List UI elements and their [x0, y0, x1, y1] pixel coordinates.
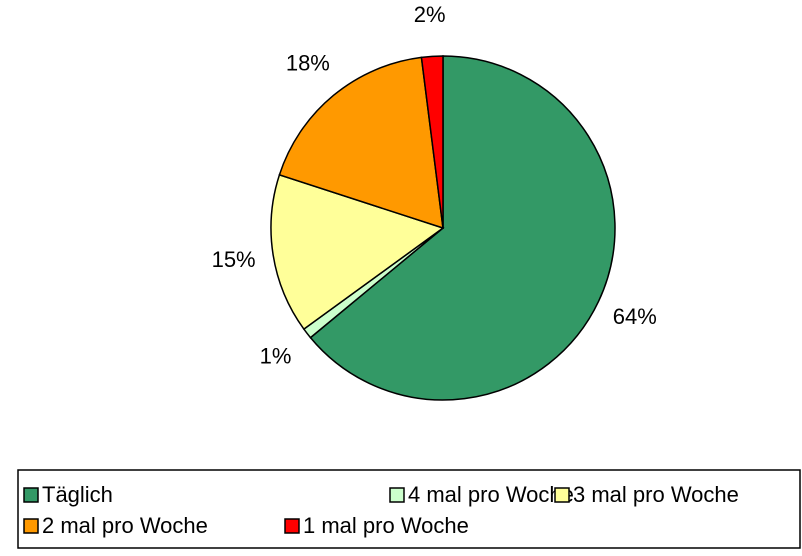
legend-label: 2 mal pro Woche: [42, 513, 208, 538]
legend-swatch: [23, 518, 39, 534]
data-label: 15%: [212, 247, 256, 272]
legend-swatch: [284, 518, 300, 534]
legend-label: 4 mal pro Woche: [408, 482, 574, 507]
legend-swatch: [389, 487, 405, 503]
legend-box: [17, 469, 801, 549]
pie-slice: [420, 55, 444, 229]
legend-swatch: [23, 487, 39, 503]
legend-label: 1 mal pro Woche: [303, 513, 469, 538]
data-label: 64%: [613, 304, 657, 329]
data-label: 18%: [286, 50, 330, 75]
legend-label: Täglich: [42, 482, 113, 507]
pie-slice: [270, 173, 445, 331]
data-label: 1%: [260, 344, 292, 369]
legend-swatch: [554, 487, 570, 503]
pie-slice: [309, 55, 616, 401]
pie-slice: [278, 56, 444, 230]
legend-label: 3 mal pro Woche: [573, 482, 739, 507]
data-label: 2%: [414, 2, 446, 27]
